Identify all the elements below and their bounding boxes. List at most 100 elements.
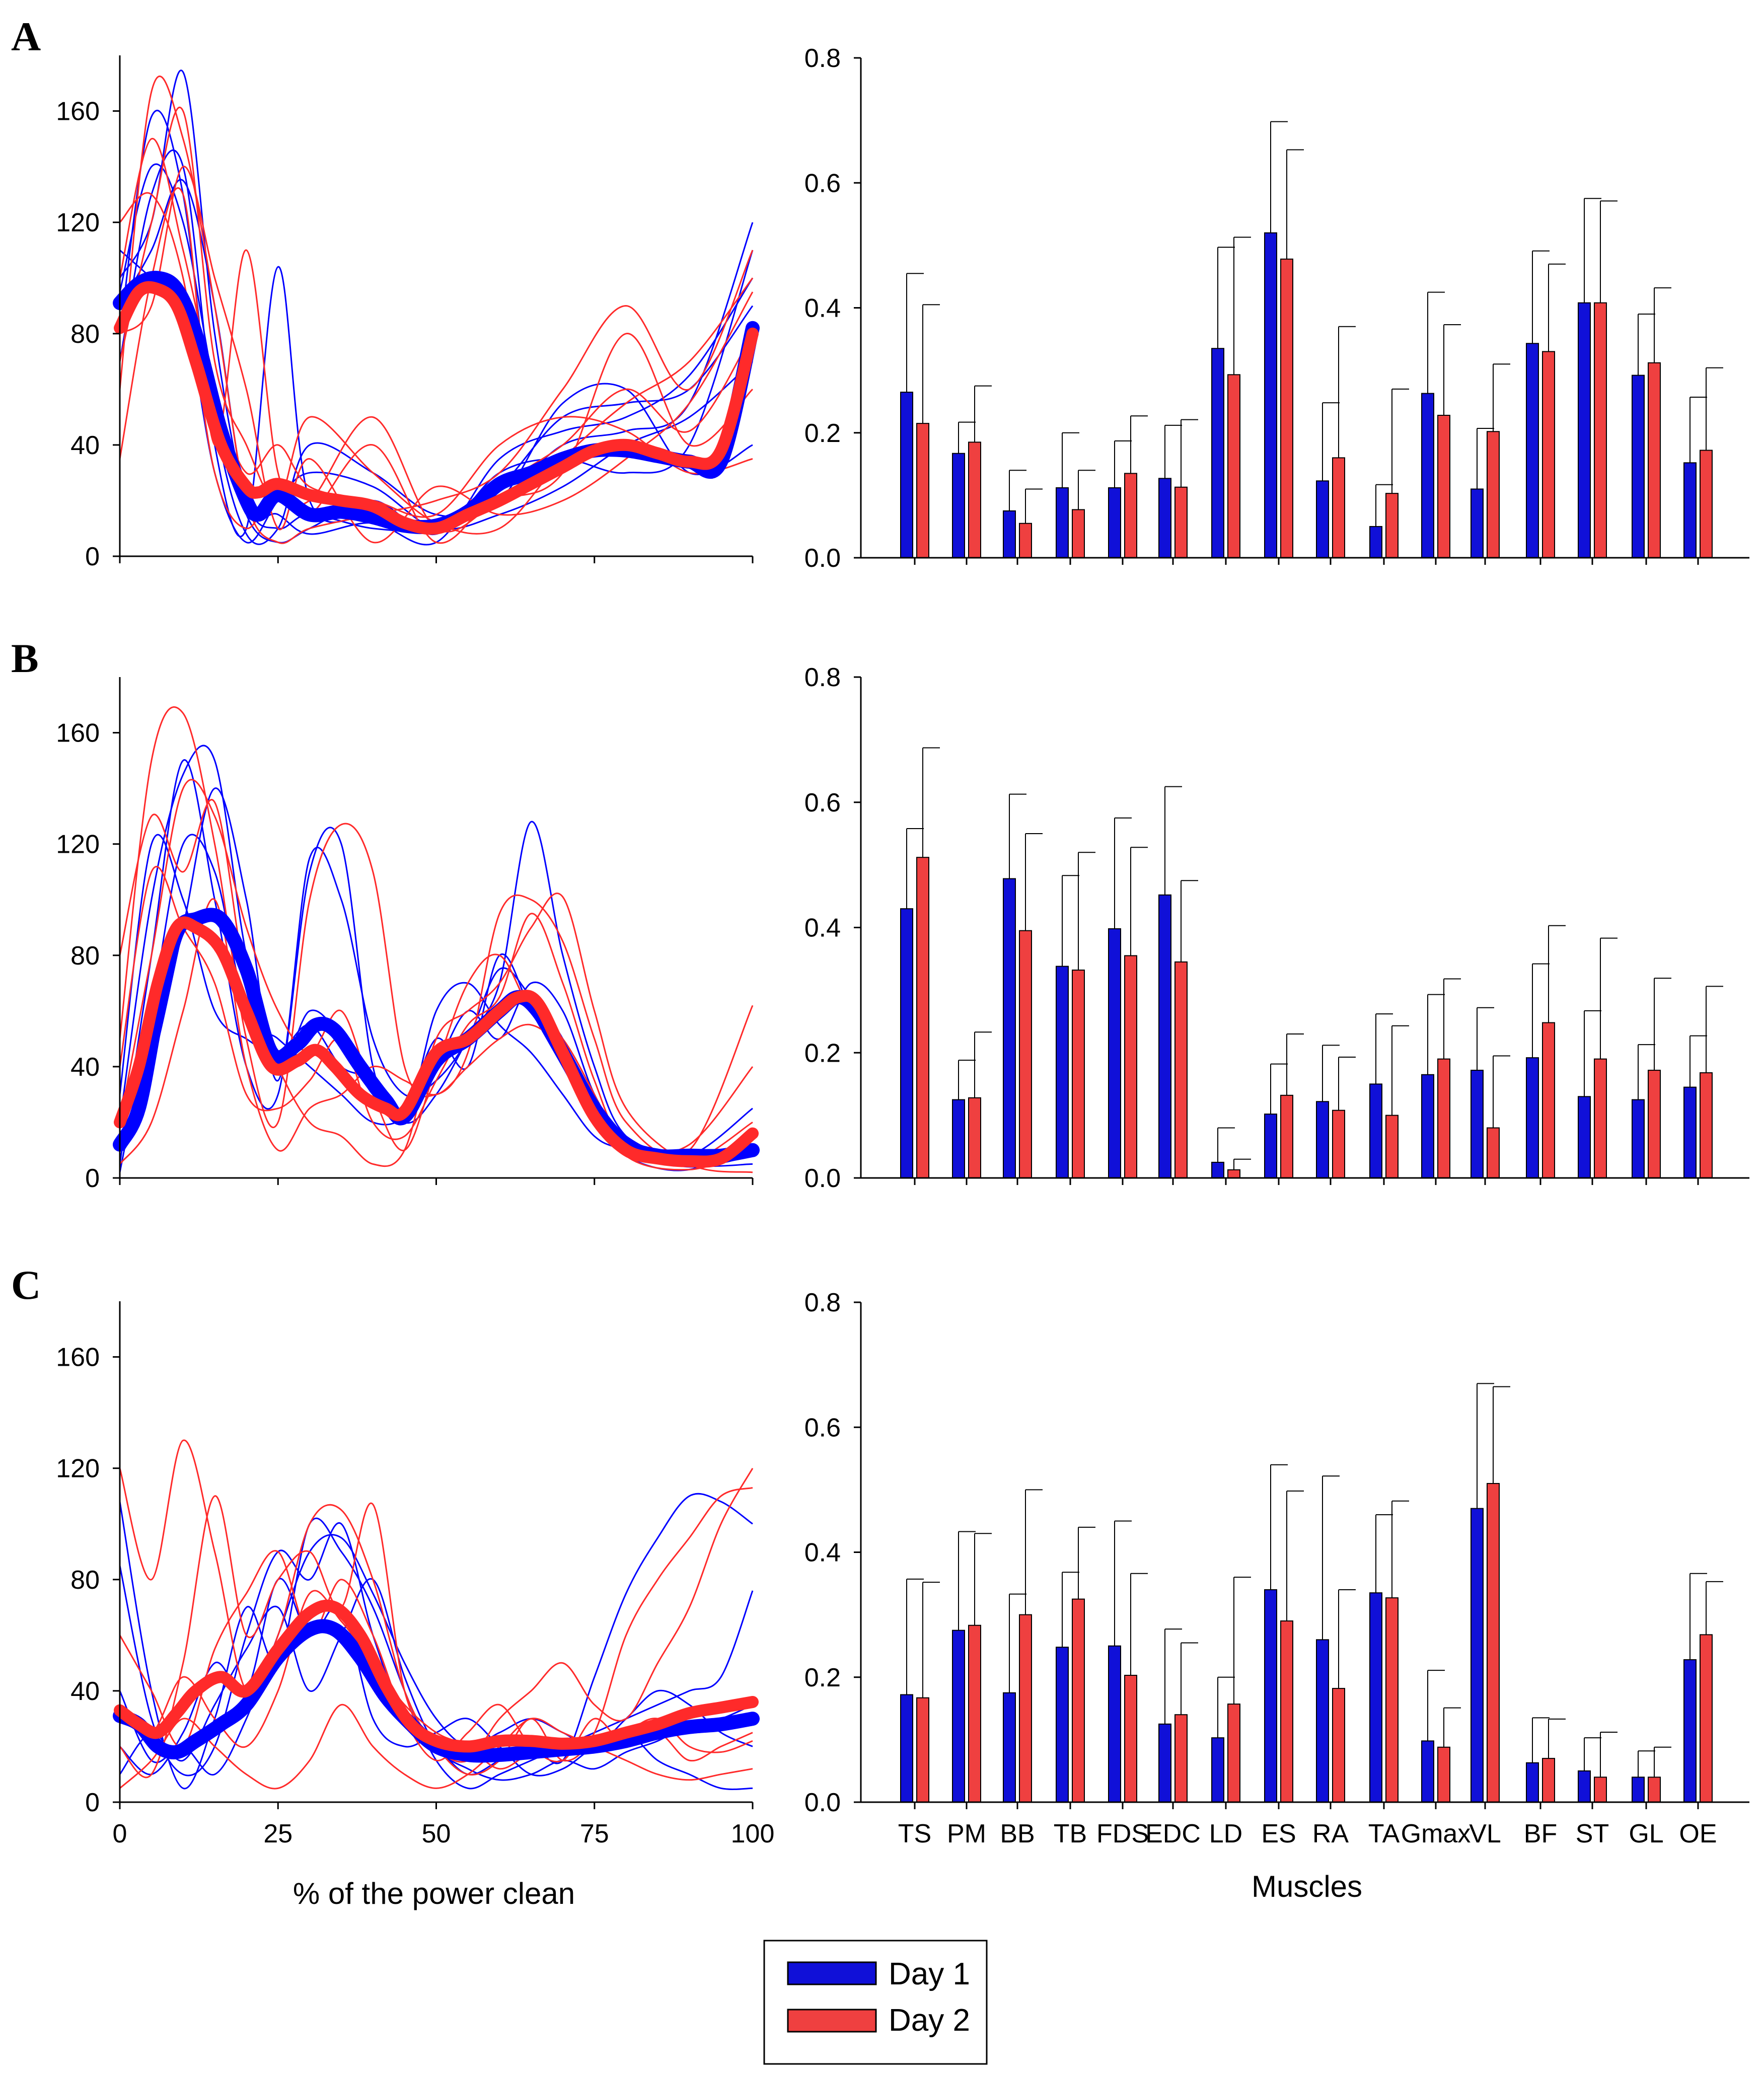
bar-a-ST-day2 — [1594, 302, 1607, 558]
y-tick-label-c-bar-0.6: 0.6 — [804, 1413, 841, 1442]
trial-line-a-11 — [119, 166, 754, 544]
y-tick-label-a-bar-0.8: 0.8 — [804, 44, 841, 73]
category-label-c-OE: OE — [1679, 1819, 1717, 1848]
category-label-c-PM: PM — [947, 1819, 986, 1848]
category-label-c-TS: TS — [898, 1819, 931, 1848]
bar-c-EDC-day1 — [1158, 1723, 1171, 1803]
legend-swatch-day1 — [787, 1961, 877, 1985]
bar-b-TB-day2 — [1072, 970, 1085, 1178]
trial-line-b-8 — [119, 799, 753, 1173]
y-tick-label-a-160: 160 — [56, 97, 100, 126]
bar-a-Gmax-day2 — [1437, 414, 1450, 558]
trial-line-b-10 — [119, 779, 753, 1171]
x-axis-title-c: % of the power clean — [293, 1877, 575, 1910]
y-tick-label-c-0: 0 — [85, 1788, 100, 1817]
line-chart-c: 0 40 80 120 160 0 25 50 75 100 % of the power clea… — [56, 1301, 774, 1910]
bar-b-RA-day1 — [1316, 1101, 1329, 1178]
category-label-c-BB: BB — [1000, 1819, 1035, 1848]
trial-line-a-10 — [119, 138, 753, 518]
bar-b-TS-day2 — [916, 857, 929, 1178]
bar-b-RA-day2 — [1332, 1109, 1345, 1179]
bar-c-ST-day1 — [1578, 1770, 1591, 1803]
legend-label-day1: Day 1 — [889, 1957, 970, 1991]
bar-b-TA-day2 — [1385, 1115, 1399, 1178]
y-tick-label-a-bar-0.6: 0.6 — [804, 169, 841, 198]
panel-letter-b: B — [11, 635, 39, 681]
trial-line-c-8 — [119, 1487, 753, 1779]
bar-b-GL-day2 — [1648, 1070, 1661, 1178]
bar-b-EDC-day1 — [1158, 894, 1171, 1178]
y-tick-label-c-bar-0.4: 0.4 — [804, 1538, 841, 1568]
trial-line-b-3 — [119, 745, 753, 1160]
legend-swatch-day2 — [787, 2009, 877, 2033]
bar-c-BB-day2 — [1019, 1614, 1032, 1803]
trial-line-a-8 — [119, 76, 754, 544]
x-axis-title-c-bar: Muscles — [1252, 1870, 1362, 1903]
bar-a-FDS-day2 — [1124, 473, 1137, 559]
trial-line-a-7 — [119, 179, 754, 546]
bar-b-VL-day1 — [1471, 1070, 1484, 1178]
bar-b-TA-day1 — [1369, 1083, 1382, 1178]
bar-c-FDS-day2 — [1124, 1675, 1137, 1803]
y-tick-label-a-0: 0 — [85, 542, 100, 571]
x-tick-label-c-25: 25 — [263, 1819, 292, 1848]
trial-line-b-11 — [119, 866, 753, 1163]
trial-line-c-9 — [119, 1703, 753, 1790]
trial-line-a-12 — [119, 192, 754, 544]
bar-a-PM-day2 — [968, 441, 981, 559]
y-tick-label-a-bar-0.2: 0.2 — [804, 419, 841, 448]
bar-b-PM-day1 — [952, 1099, 965, 1178]
bar-c-ES-day1 — [1264, 1589, 1277, 1803]
bar-c-GL-day2 — [1648, 1776, 1661, 1803]
trial-line-a-13 — [119, 106, 754, 535]
bar-c-Gmax-day2 — [1437, 1746, 1450, 1803]
bar-b-ES-day2 — [1280, 1094, 1293, 1178]
bar-a-GL-day1 — [1632, 375, 1645, 558]
trial-line-b-2 — [119, 759, 753, 1165]
bar-a-TA-day1 — [1369, 526, 1382, 558]
legend-box — [763, 1940, 988, 2065]
y-tick-label-b-bar-0.8: 0.8 — [804, 663, 841, 692]
bar-c-LD-day2 — [1227, 1703, 1240, 1803]
bar-chart-a: 0.0 0.2 0.4 0.6 0.8 — [804, 44, 1749, 573]
x-tick-label-c-100: 100 — [731, 1819, 775, 1848]
trial-line-c-6 — [119, 1578, 753, 1781]
y-tick-label-c-80: 80 — [70, 1566, 100, 1595]
bar-a-RA-day1 — [1316, 480, 1329, 558]
mean-line-a-day2 — [114, 281, 759, 535]
y-tick-label-b-bar-0.6: 0.6 — [804, 788, 841, 818]
bar-c-ST-day2 — [1594, 1776, 1607, 1803]
bar-c-EDC-day2 — [1174, 1714, 1188, 1803]
bar-c-TB-day1 — [1056, 1647, 1069, 1803]
category-label-c-BF: BF — [1524, 1819, 1557, 1848]
bar-c-TA-day2 — [1385, 1597, 1399, 1803]
bar-chart-b: 0.0 0.2 0.4 0.6 0.8 — [804, 663, 1749, 1193]
bar-a-BF-day2 — [1542, 351, 1555, 558]
category-label-c-ES: ES — [1261, 1819, 1296, 1848]
bar-a-EDC-day2 — [1174, 486, 1188, 559]
bar-b-BF-day2 — [1542, 1022, 1555, 1179]
x-tick-label-c-75: 75 — [580, 1819, 609, 1848]
bar-c-LD-day1 — [1211, 1737, 1224, 1803]
bar-c-OE-day1 — [1683, 1659, 1697, 1803]
y-tick-label-b-40: 40 — [70, 1053, 100, 1082]
bar-b-LD-day1 — [1211, 1161, 1224, 1178]
trial-line-b-6 — [119, 834, 753, 1168]
bar-a-Gmax-day1 — [1421, 393, 1434, 559]
bar-c-BF-day1 — [1526, 1762, 1539, 1803]
trial-line-b-4 — [119, 834, 753, 1173]
y-tick-label-c-120: 120 — [56, 1454, 100, 1484]
bar-c-Gmax-day1 — [1421, 1740, 1434, 1803]
y-tick-label-a-40: 40 — [70, 431, 100, 460]
bar-a-LD-day2 — [1227, 374, 1240, 558]
bar-b-LD-day2 — [1227, 1169, 1240, 1179]
bar-a-TB-day2 — [1072, 509, 1085, 559]
y-tick-label-a-120: 120 — [56, 208, 100, 238]
y-tick-label-b-bar-0.0: 0.0 — [804, 1164, 841, 1193]
bar-a-TB-day1 — [1056, 487, 1069, 558]
y-tick-label-a-bar-0.4: 0.4 — [804, 294, 841, 323]
bar-c-VL-day1 — [1471, 1508, 1484, 1803]
bar-b-FDS-day2 — [1124, 955, 1137, 1178]
bar-b-BB-day1 — [1003, 878, 1016, 1179]
